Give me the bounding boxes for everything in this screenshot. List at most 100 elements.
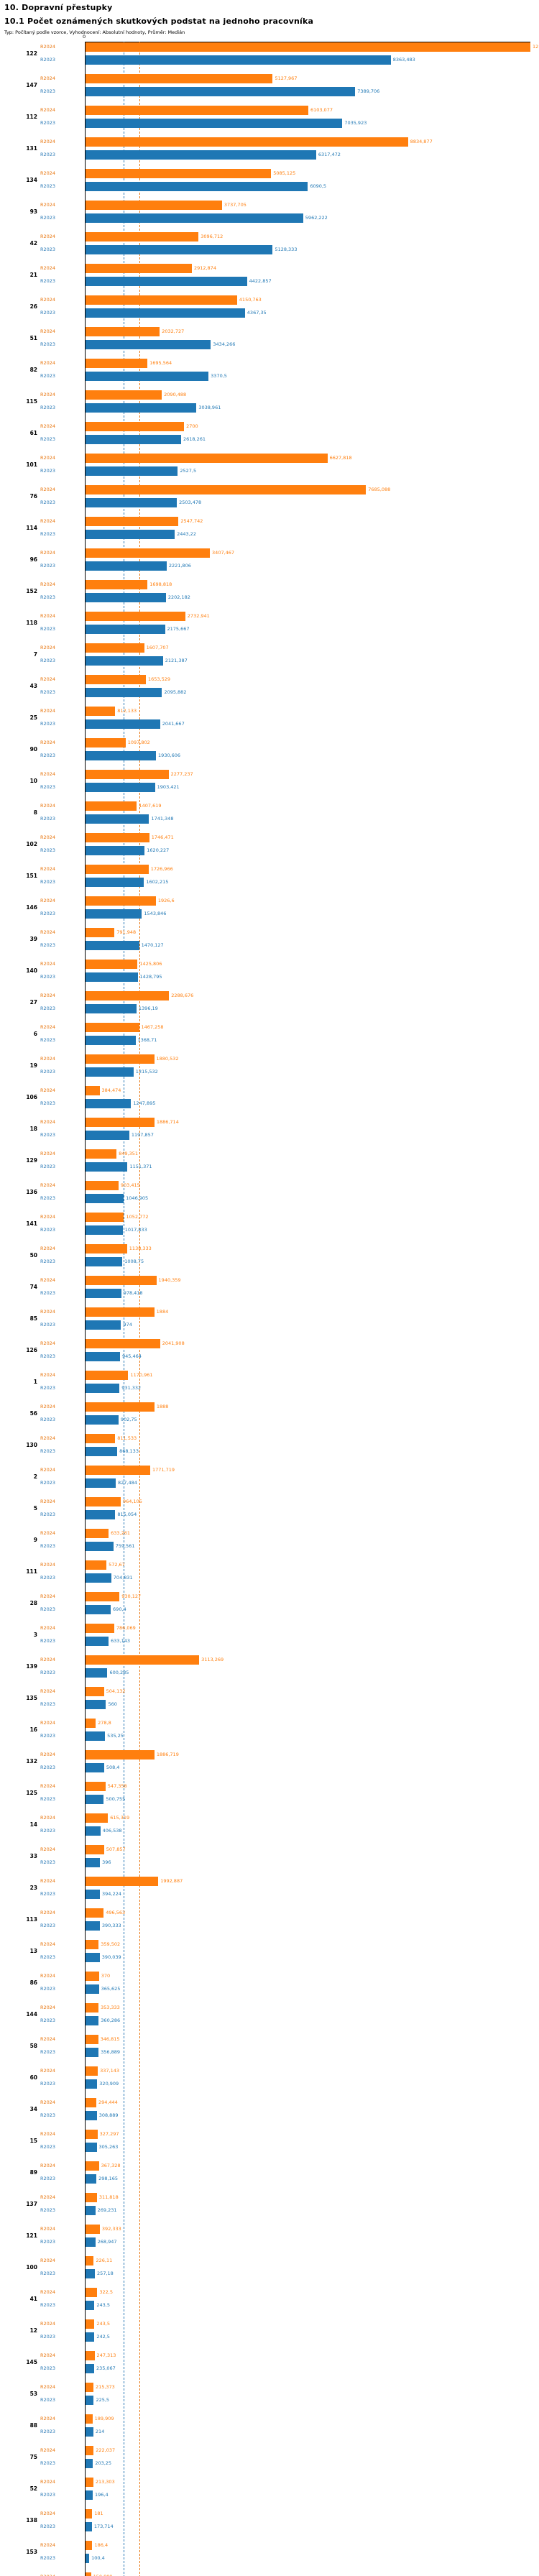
bar-2023[interactable] — [86, 561, 167, 571]
bar-2024[interactable] — [86, 2414, 93, 2424]
bar-2024[interactable] — [86, 485, 367, 494]
bar-2024[interactable] — [86, 454, 328, 463]
bar-2023[interactable] — [86, 1731, 106, 1741]
bar-2024[interactable] — [86, 770, 169, 779]
bar-2024[interactable] — [86, 738, 126, 748]
bar-2023[interactable] — [86, 2554, 90, 2563]
bar-2023[interactable] — [86, 1795, 104, 1804]
bar-2024[interactable] — [86, 2161, 99, 2171]
bar-2023[interactable] — [86, 656, 163, 666]
bar-2024[interactable] — [86, 1181, 119, 1190]
bar-2023[interactable] — [86, 403, 197, 413]
bar-2023[interactable] — [86, 2016, 99, 2025]
bar-2023[interactable] — [86, 308, 245, 318]
bar-2024[interactable] — [86, 42, 530, 52]
bar-2023[interactable] — [86, 878, 144, 887]
bar-2023[interactable] — [86, 1921, 100, 1931]
bar-2023[interactable] — [86, 2301, 95, 2310]
bar-2024[interactable] — [86, 865, 149, 874]
bar-2024[interactable] — [86, 1782, 106, 1791]
bar-2024[interactable] — [86, 612, 185, 621]
bar-2023[interactable] — [86, 1162, 128, 1172]
bar-2024[interactable] — [86, 1687, 104, 1696]
bar-2024[interactable] — [86, 2572, 91, 2576]
bar-2024[interactable] — [86, 1276, 157, 1285]
bar-2024[interactable] — [86, 390, 162, 400]
bar-2024[interactable] — [86, 1466, 150, 1475]
bar-2024[interactable] — [86, 106, 308, 115]
bar-2023[interactable] — [86, 1036, 136, 1045]
bar-2024[interactable] — [86, 2193, 97, 2202]
bar-2023[interactable] — [86, 1668, 108, 1678]
bar-2023[interactable] — [86, 1478, 116, 1488]
bar-2024[interactable] — [86, 801, 137, 811]
bar-2023[interactable] — [86, 1194, 124, 1203]
bar-2024[interactable] — [86, 1592, 120, 1601]
bar-2023[interactable] — [86, 1415, 119, 1425]
bar-2024[interactable] — [86, 707, 116, 716]
bar-2023[interactable] — [86, 814, 149, 824]
bar-2024[interactable] — [86, 137, 408, 147]
bar-2024[interactable] — [86, 1023, 139, 1032]
bar-2024[interactable] — [86, 991, 170, 1000]
bar-2023[interactable] — [86, 625, 165, 634]
bar-2023[interactable] — [86, 466, 178, 476]
bar-2024[interactable] — [86, 2446, 94, 2455]
bar-2023[interactable] — [86, 2048, 99, 2057]
bar-2023[interactable] — [86, 1573, 111, 1583]
bar-2023[interactable] — [86, 55, 391, 65]
bar-2023[interactable] — [86, 2206, 96, 2215]
bar-2023[interactable] — [86, 2364, 94, 2373]
bar-2024[interactable] — [86, 201, 222, 210]
bar-2023[interactable] — [86, 972, 138, 982]
bar-2023[interactable] — [86, 1826, 101, 1836]
bar-2024[interactable] — [86, 2098, 96, 2107]
bar-2024[interactable] — [86, 232, 199, 242]
bar-2023[interactable] — [86, 1605, 111, 1614]
bar-2024[interactable] — [86, 1972, 99, 1981]
bar-2023[interactable] — [86, 2522, 92, 2531]
bar-2024[interactable] — [86, 2035, 98, 2044]
bar-2023[interactable] — [86, 150, 316, 160]
bar-2024[interactable] — [86, 1086, 100, 1095]
bar-2024[interactable] — [86, 264, 192, 273]
bar-2024[interactable] — [86, 643, 144, 653]
bar-2024[interactable] — [86, 1244, 127, 1254]
bar-2024[interactable] — [86, 1307, 155, 1317]
bar-2023[interactable] — [86, 2079, 98, 2089]
bar-2023[interactable] — [86, 530, 175, 539]
bar-2023[interactable] — [86, 1320, 121, 1330]
bar-2023[interactable] — [86, 1763, 104, 1772]
bar-2023[interactable] — [86, 2459, 93, 2468]
bar-2024[interactable] — [86, 1434, 116, 1443]
bar-2023[interactable] — [86, 1858, 101, 1867]
bar-2024[interactable] — [86, 833, 149, 842]
bar-2024[interactable] — [86, 2383, 93, 2392]
bar-2023[interactable] — [86, 909, 142, 919]
bar-2024[interactable] — [86, 548, 211, 558]
bar-2024[interactable] — [86, 1149, 117, 1159]
bar-2024[interactable] — [86, 1339, 160, 1348]
bar-2024[interactable] — [86, 1054, 155, 1064]
bar-2024[interactable] — [86, 422, 185, 431]
bar-2023[interactable] — [86, 2269, 96, 2278]
bar-2024[interactable] — [86, 1845, 104, 1854]
bar-2023[interactable] — [86, 372, 209, 381]
bar-2023[interactable] — [86, 498, 178, 507]
bar-2024[interactable] — [86, 2288, 98, 2297]
bar-2023[interactable] — [86, 783, 155, 792]
bar-2024[interactable] — [86, 1908, 104, 1918]
bar-2023[interactable] — [86, 1542, 114, 1551]
bar-2023[interactable] — [86, 593, 166, 602]
bar-2024[interactable] — [86, 2509, 93, 2518]
bar-2024[interactable] — [86, 359, 148, 368]
bar-2023[interactable] — [86, 751, 157, 760]
bar-2024[interactable] — [86, 896, 156, 906]
bar-2024[interactable] — [86, 2130, 98, 2139]
bar-2023[interactable] — [86, 1637, 109, 1646]
bar-2023[interactable] — [86, 245, 273, 254]
bar-2023[interactable] — [86, 2396, 94, 2405]
bar-2023[interactable] — [86, 1510, 116, 1519]
bar-2023[interactable] — [86, 182, 308, 191]
bar-2024[interactable] — [86, 517, 179, 526]
